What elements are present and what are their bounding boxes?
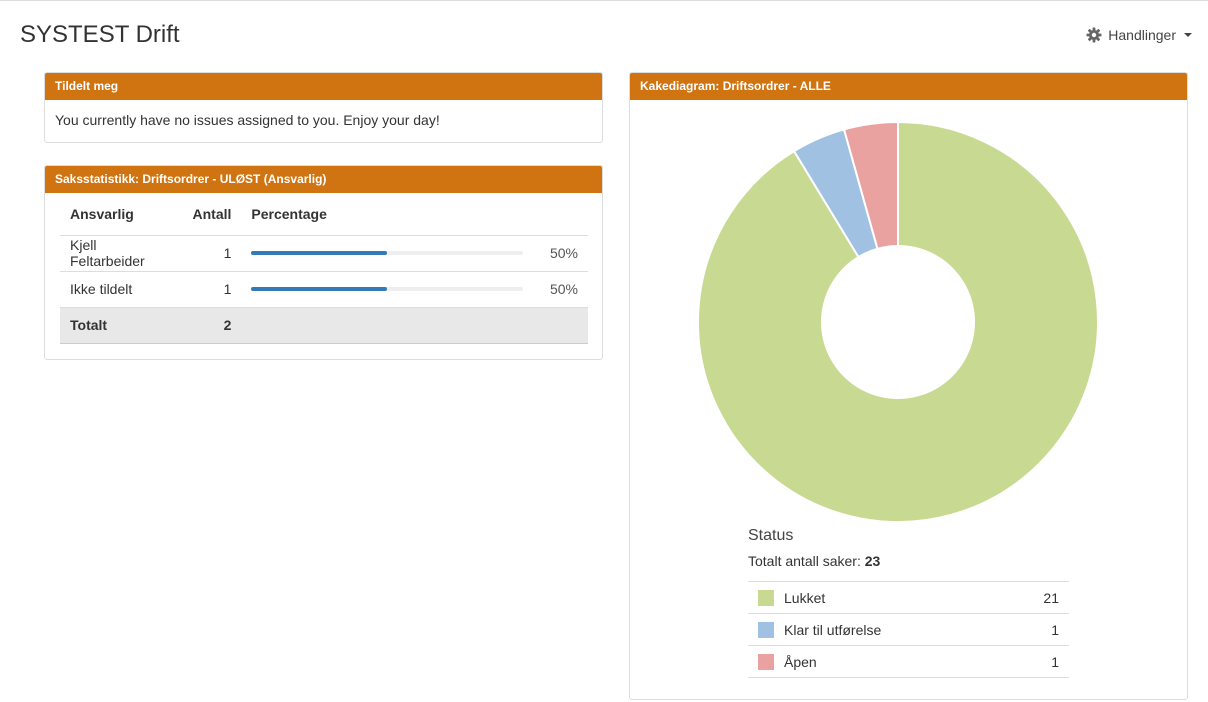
legend-item[interactable]: Klar til utførelse 1: [748, 613, 1069, 646]
total-row: Totalt 2: [60, 307, 588, 344]
chart-panel-title: Kakediagram: Driftsordrer - ALLE: [630, 73, 1187, 100]
legend-label: Åpen: [784, 645, 1010, 678]
chart-panel: Kakediagram: Driftsordrer - ALLE Status …: [629, 72, 1188, 700]
legend-swatch: [758, 653, 774, 670]
legend-table: Lukket 21 Klar til utførelse 1 Åpen 1: [748, 581, 1069, 678]
total-count: 2: [175, 307, 242, 344]
total-label: Totalt: [60, 307, 176, 344]
legend-swatch-cell: [748, 613, 784, 646]
pie-slice[interactable]: [698, 121, 1098, 523]
progress-track: [251, 251, 524, 255]
row-progress: [241, 271, 534, 308]
table-row: Kjell Feltarbeider 1 50%: [60, 235, 588, 272]
total-value: 23: [864, 553, 881, 569]
progress-track: [251, 287, 524, 291]
chart-legend: Status Totalt antall saker: 23 Lukket 21 K…: [748, 527, 1069, 678]
row-progress: [241, 235, 534, 272]
legend-swatch-cell: [748, 645, 784, 678]
stats-panel: Saksstatistikk: Driftsordrer - ULØST (An…: [44, 165, 603, 360]
legend-count: 1: [1009, 645, 1069, 678]
actions-dropdown[interactable]: Handlinger: [1086, 27, 1192, 43]
row-count[interactable]: 1: [175, 235, 242, 272]
gear-icon: [1086, 27, 1102, 43]
stats-panel-title: Saksstatistikk: Driftsordrer - ULØST (An…: [45, 166, 602, 193]
legend-item[interactable]: Lukket 21: [748, 581, 1069, 614]
table-row: Ikke tildelt 1 50%: [60, 271, 588, 308]
column-header-antall: Antall: [175, 193, 242, 236]
donut-chart: [698, 121, 1098, 523]
legend-label: Klar til utførelse: [784, 613, 1010, 646]
pie-slice[interactable]: [842, 121, 899, 251]
legend-item[interactable]: Åpen 1: [748, 645, 1069, 678]
legend-title: Status: [748, 527, 794, 544]
assigned-panel-title: Tildelt meg: [45, 73, 602, 100]
stats-table: Ansvarlig Antall Percentage Kjell Feltar…: [60, 193, 588, 344]
chevron-down-icon: [1184, 33, 1192, 37]
row-percent: 50%: [533, 271, 588, 308]
row-count[interactable]: 1: [175, 271, 242, 308]
legend-label: Lukket: [784, 581, 1010, 614]
progress-bar: [251, 287, 388, 291]
legend-count: 21: [1009, 581, 1069, 614]
page-title: SYSTEST Drift: [20, 21, 180, 48]
column-header-ansvarlig: Ansvarlig: [60, 193, 176, 236]
column-header-percentage: Percentage: [241, 193, 588, 236]
legend-total: Totalt antall saker: 23: [748, 553, 1069, 569]
legend-swatch-cell: [748, 581, 784, 614]
table-header-row: Ansvarlig Antall Percentage: [60, 193, 588, 236]
total-label: Totalt antall saker:: [748, 553, 861, 569]
assigned-panel: Tildelt meg You currently have no issues…: [44, 72, 603, 143]
legend-count: 1: [1009, 613, 1069, 646]
assigned-message: You currently have no issues assigned to…: [55, 112, 440, 128]
row-percent: 50%: [533, 235, 588, 272]
legend-swatch: [758, 621, 774, 638]
row-name[interactable]: Ikke tildelt: [60, 271, 176, 308]
legend-swatch: [758, 589, 774, 606]
actions-label: Handlinger: [1108, 27, 1176, 43]
progress-bar: [251, 251, 388, 255]
row-name[interactable]: Kjell Feltarbeider: [60, 235, 176, 272]
